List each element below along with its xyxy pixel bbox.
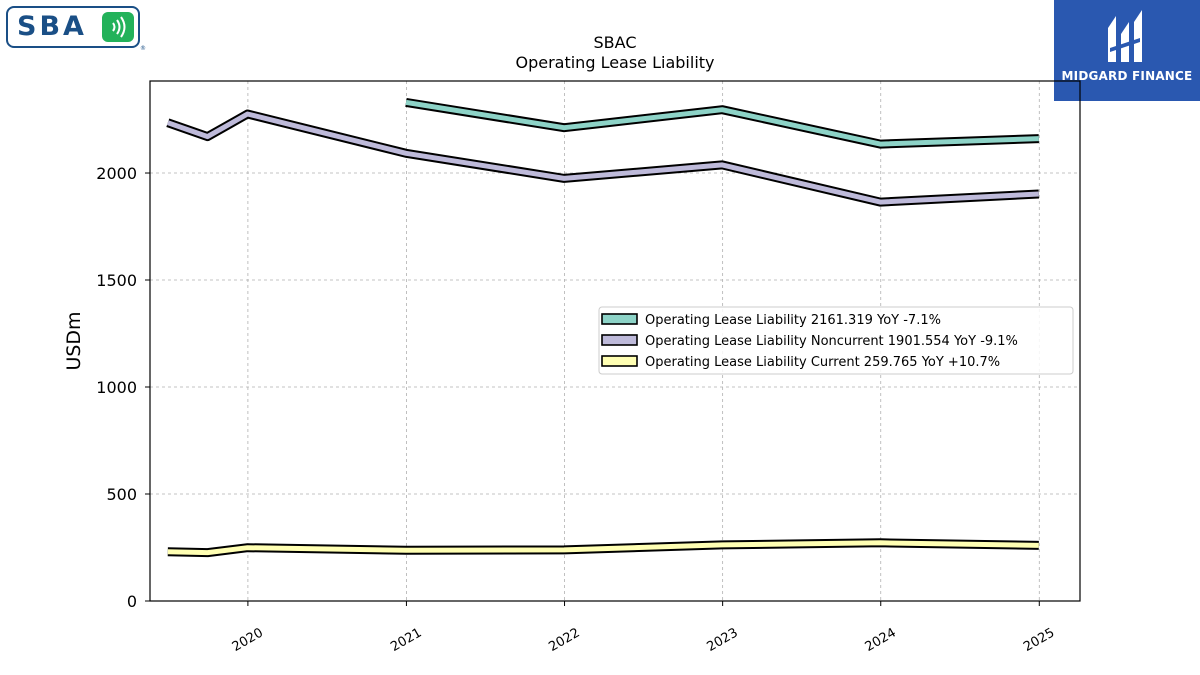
axes: 0 500 1000 1500 2000 2020 2021 2022 2023 2024 2025 <box>96 164 1057 655</box>
legend: Operating Lease Liability 2161.319 YoY -… <box>598 306 1074 375</box>
y-tick-label: 500 <box>106 485 137 504</box>
y-tick-label: 1500 <box>96 271 137 290</box>
registered-mark-icon: ® <box>140 45 146 52</box>
signal-icon <box>102 12 134 42</box>
x-tick-label: 2022 <box>546 625 582 655</box>
series-line <box>405 99 1039 147</box>
x-tick-label: 2023 <box>704 625 740 655</box>
legend-label: Operating Lease Liability 2161.319 YoY -… <box>645 313 941 328</box>
plot-frame <box>149 80 1081 602</box>
chart-title: SBAC <box>594 33 637 52</box>
series-line <box>166 111 1039 205</box>
legend-swatch <box>601 313 638 325</box>
midgard-finance-logo: MIDGARD FINANCE <box>1054 0 1200 101</box>
x-tick-label: 2025 <box>1021 625 1057 655</box>
midgard-emblem-icon <box>1108 10 1142 62</box>
y-tick-label: 0 <box>127 592 137 611</box>
sba-logo: SBA ® <box>6 6 146 52</box>
series-line <box>167 540 1039 556</box>
y-tick-label: 2000 <box>96 164 137 183</box>
legend-label: Operating Lease Liability Current 259.76… <box>645 355 1000 370</box>
series-lines <box>166 97 1040 558</box>
x-tick-label: 2024 <box>863 625 899 655</box>
x-tick-label: 2021 <box>388 625 424 655</box>
y-axis-label: USDm <box>63 311 85 370</box>
y-tick-label: 1000 <box>96 378 137 397</box>
sba-logo-text: SBA <box>17 11 87 42</box>
midgard-logo-text: MIDGARD FINANCE <box>1061 69 1193 83</box>
x-tick-label: 2020 <box>230 625 266 655</box>
legend-swatch <box>601 334 638 346</box>
chart-subtitle: Operating Lease Liability <box>515 53 714 72</box>
legend-swatch <box>601 355 638 367</box>
legend-frame <box>598 306 1074 375</box>
legend-label: Operating Lease Liability Noncurrent 190… <box>645 334 1018 349</box>
